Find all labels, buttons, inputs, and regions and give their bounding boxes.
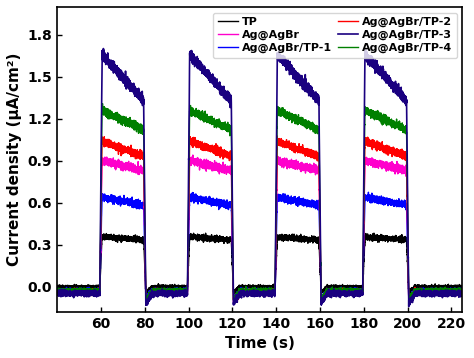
Ag@AgBr/TP-4: [319, 299, 324, 304]
Ag@AgBr/TP-4: [54, 290, 60, 294]
Ag@AgBr: [390, 163, 396, 167]
Ag@AgBr/TP-3: [139, 100, 145, 105]
Line: TP: TP: [57, 233, 463, 294]
Ag@AgBr/TP-1: [143, 298, 149, 302]
Ag@AgBr: [252, 288, 257, 292]
Line: Ag@AgBr: Ag@AgBr: [57, 155, 463, 303]
Ag@AgBr/TP-1: [183, 289, 189, 293]
Ag@AgBr/TP-2: [129, 151, 135, 155]
TP: [232, 292, 237, 296]
Ag@AgBr: [183, 290, 189, 294]
Line: Ag@AgBr/TP-1: Ag@AgBr/TP-1: [57, 192, 463, 300]
TP: [183, 284, 189, 288]
Legend: TP, Ag@AgBr, Ag@AgBr/TP-1, Ag@AgBr/TP-2, Ag@AgBr/TP-3, Ag@AgBr/TP-4: TP, Ag@AgBr, Ag@AgBr/TP-1, Ag@AgBr/TP-2,…: [213, 13, 457, 58]
TP: [371, 231, 377, 235]
Ag@AgBr: [460, 289, 465, 294]
Ag@AgBr/TP-2: [352, 290, 358, 294]
Ag@AgBr/TP-1: [129, 201, 135, 205]
Ag@AgBr/TP-2: [54, 291, 60, 296]
Ag@AgBr/TP-4: [129, 123, 135, 127]
Ag@AgBr/TP-2: [390, 149, 396, 153]
Ag@AgBr/TP-4: [139, 130, 145, 135]
Ag@AgBr/TP-4: [390, 118, 396, 123]
Ag@AgBr/TP-2: [252, 288, 257, 292]
Ag@AgBr/TP-3: [352, 292, 358, 296]
Ag@AgBr/TP-2: [460, 291, 465, 295]
Ag@AgBr: [139, 168, 145, 172]
Ag@AgBr/TP-1: [352, 291, 358, 295]
Ag@AgBr/TP-1: [460, 288, 465, 292]
TP: [252, 285, 257, 290]
Ag@AgBr/TP-2: [274, 134, 280, 138]
Ag@AgBr/TP-1: [139, 203, 145, 207]
Ag@AgBr/TP-1: [365, 190, 371, 194]
TP: [460, 285, 465, 290]
X-axis label: Time (s): Time (s): [225, 336, 295, 351]
Ag@AgBr/TP-2: [183, 291, 189, 295]
TP: [129, 237, 135, 241]
Ag@AgBr: [143, 301, 149, 305]
Y-axis label: Current density (μA/cm²): Current density (μA/cm²): [7, 53, 22, 266]
TP: [54, 284, 60, 288]
Ag@AgBr/TP-4: [460, 289, 465, 294]
Ag@AgBr: [353, 288, 358, 292]
Ag@AgBr/TP-1: [54, 286, 60, 291]
Ag@AgBr: [190, 153, 196, 157]
Ag@AgBr/TP-4: [100, 101, 105, 106]
Ag@AgBr/TP-3: [183, 291, 189, 295]
Ag@AgBr/TP-1: [390, 203, 396, 207]
Ag@AgBr/TP-3: [406, 304, 411, 309]
Ag@AgBr/TP-3: [363, 46, 368, 50]
TP: [139, 237, 145, 241]
Ag@AgBr/TP-4: [183, 290, 189, 294]
Ag@AgBr/TP-3: [390, 85, 396, 90]
Ag@AgBr/TP-3: [252, 291, 257, 295]
TP: [352, 287, 358, 291]
Ag@AgBr/TP-1: [252, 288, 257, 292]
Line: Ag@AgBr/TP-2: Ag@AgBr/TP-2: [57, 136, 463, 304]
Ag@AgBr: [129, 166, 135, 170]
Line: Ag@AgBr/TP-3: Ag@AgBr/TP-3: [57, 48, 463, 306]
Ag@AgBr/TP-3: [460, 289, 465, 293]
Ag@AgBr/TP-3: [129, 84, 135, 89]
Line: Ag@AgBr/TP-4: Ag@AgBr/TP-4: [57, 103, 463, 301]
Ag@AgBr/TP-4: [353, 290, 358, 295]
Ag@AgBr/TP-4: [252, 289, 257, 293]
Ag@AgBr/TP-2: [139, 155, 145, 159]
Ag@AgBr/TP-3: [54, 292, 60, 297]
TP: [390, 236, 396, 241]
Ag@AgBr/TP-2: [406, 301, 411, 306]
Ag@AgBr: [54, 289, 60, 294]
